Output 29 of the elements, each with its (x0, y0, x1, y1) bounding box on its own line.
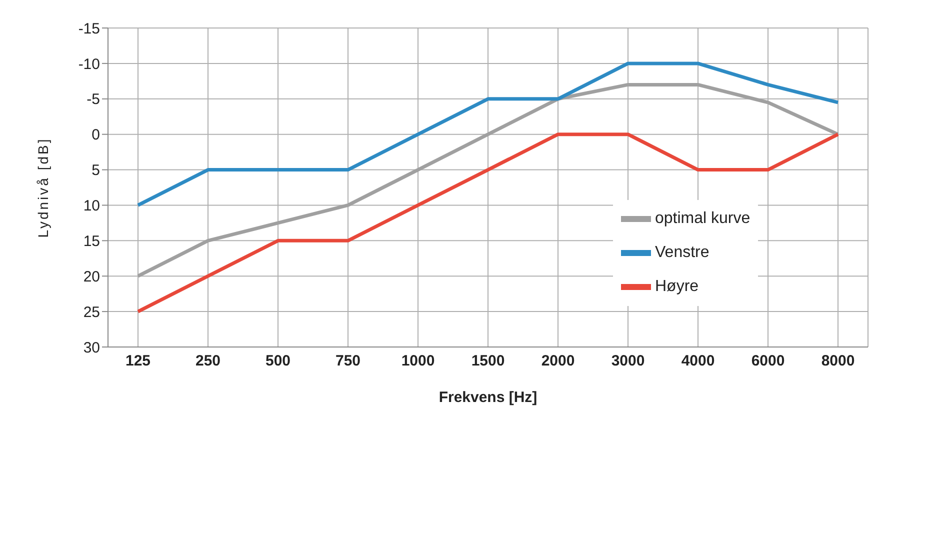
y-tick-label: 5 (92, 162, 100, 180)
legend-label: Venstre (655, 244, 710, 262)
y-tick-label: -5 (86, 91, 100, 108)
x-tick-label: 1000 (401, 352, 435, 370)
line-series (136, 132, 840, 314)
y-axis-title: Lydnivå [dB] (34, 137, 51, 238)
y-tick-label: 25 (83, 304, 100, 321)
y-tick-label: 20 (83, 268, 100, 286)
x-tick-label: 8000 (821, 352, 855, 370)
x-tick-label: 6000 (751, 352, 785, 370)
y-tick-label: 0 (92, 126, 100, 144)
y-tick-label: 10 (83, 198, 100, 215)
x-tick-label: 3000 (611, 352, 645, 370)
legend-label: Høyre (655, 278, 699, 296)
y-tick-label: -15 (78, 20, 100, 38)
x-tick-label: 125 (125, 352, 151, 370)
line-series (136, 62, 840, 207)
y-tick-label: 15 (83, 232, 100, 250)
x-tick-label: 2000 (541, 352, 575, 370)
y-tick-label: 30 (83, 339, 100, 356)
x-tick-label: 1500 (471, 352, 505, 370)
x-tick-label: 500 (265, 352, 291, 370)
legend-label: optimal kurve (655, 210, 750, 228)
x-tick-label: 4000 (681, 352, 715, 370)
x-axis-title: Frekvens [Hz] (438, 389, 538, 406)
y-tick-label: -10 (78, 56, 100, 73)
x-tick-label: 750 (335, 352, 361, 370)
line-series (136, 82, 840, 278)
x-tick-label: 250 (195, 352, 221, 370)
